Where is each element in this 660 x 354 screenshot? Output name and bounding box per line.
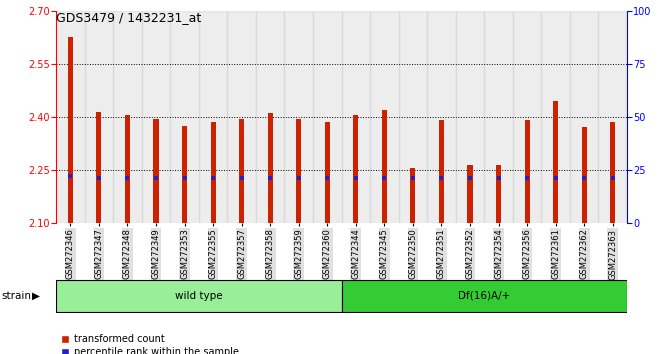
Text: wild type: wild type: [175, 291, 222, 301]
Text: GDS3479 / 1432231_at: GDS3479 / 1432231_at: [56, 11, 201, 24]
Bar: [353, 115, 358, 223]
Bar: [484, 11, 513, 223]
FancyBboxPatch shape: [56, 280, 342, 312]
Bar: [467, 165, 473, 223]
Bar: [267, 113, 273, 223]
Bar: [256, 11, 284, 223]
Bar: [239, 119, 244, 223]
Text: Df(16)A/+: Df(16)A/+: [458, 291, 510, 301]
Bar: [513, 11, 541, 223]
Bar: [525, 120, 530, 223]
Text: strain: strain: [1, 291, 31, 301]
Bar: [199, 11, 227, 223]
Bar: [325, 122, 330, 223]
Bar: [570, 11, 599, 223]
Bar: [313, 11, 342, 223]
Bar: [153, 119, 158, 223]
Legend: transformed count, percentile rank within the sample: transformed count, percentile rank withi…: [61, 334, 239, 354]
Bar: [84, 11, 114, 223]
Bar: [170, 11, 199, 223]
Bar: [96, 112, 102, 223]
Bar: [553, 101, 558, 223]
Bar: [599, 11, 627, 223]
Bar: [439, 120, 444, 223]
Bar: [142, 11, 170, 223]
Bar: [284, 11, 313, 223]
Bar: [211, 122, 216, 223]
Bar: [56, 11, 84, 223]
Bar: [342, 11, 370, 223]
Bar: [125, 115, 130, 223]
Bar: [399, 11, 427, 223]
Bar: [610, 122, 615, 223]
Bar: [381, 110, 387, 223]
Bar: [370, 11, 399, 223]
Bar: [227, 11, 256, 223]
Bar: [455, 11, 484, 223]
Bar: [496, 165, 501, 223]
FancyBboxPatch shape: [342, 280, 627, 312]
Bar: [68, 37, 73, 223]
Bar: [182, 126, 187, 223]
Bar: [114, 11, 142, 223]
Bar: [296, 119, 302, 223]
Text: ▶: ▶: [32, 291, 40, 301]
Bar: [541, 11, 570, 223]
Bar: [581, 127, 587, 223]
Bar: [411, 168, 416, 223]
Bar: [427, 11, 455, 223]
